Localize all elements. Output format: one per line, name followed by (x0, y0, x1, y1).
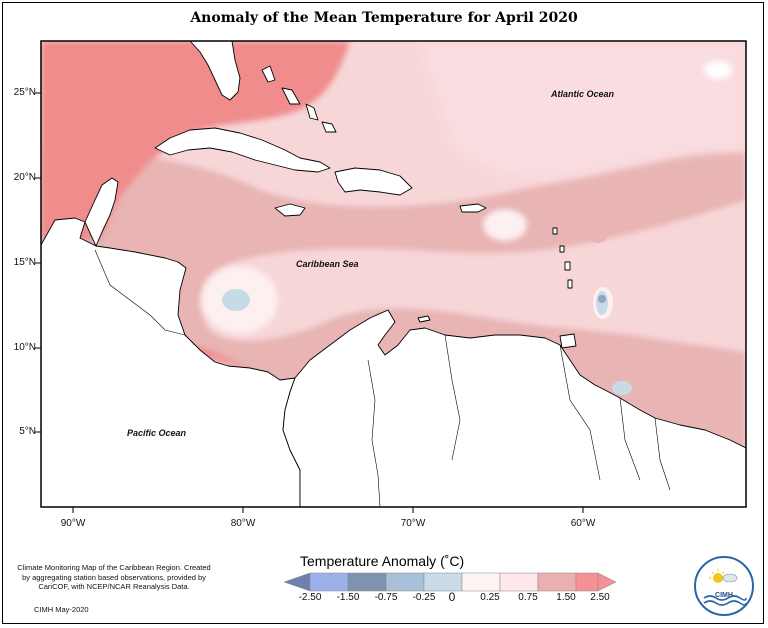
lon-label-80w: 80°W (230, 518, 256, 529)
anomaly-warm-patch-lesser (588, 223, 608, 243)
map-title: Anomaly of the Mean Temperature for Apri… (190, 10, 578, 26)
map-border (40, 40, 747, 508)
legend-tick-4: -0.25 (412, 592, 436, 603)
land-hispaniola (334, 167, 413, 196)
anomaly-neutral-patch-east (483, 209, 527, 241)
legend-tick-9: 2.50 (590, 592, 610, 603)
legend-tick-8: 1.50 (556, 592, 576, 603)
lon-label-60w: 60°W (570, 518, 596, 529)
legend-tick-7: 0.75 (518, 592, 538, 603)
anomaly-neutral-patch-ne (704, 61, 732, 79)
legend-swatch-6 (499, 572, 539, 592)
legend-swatch-4 (423, 572, 463, 592)
legend-tick-3: -0.75 (374, 592, 398, 603)
legend-tick-6: 0.25 (480, 592, 500, 603)
land-masses (41, 41, 746, 507)
land-antilles-3 (564, 261, 571, 271)
legend-title: Temperature Anomaly (˚C) (300, 553, 465, 569)
credits-text: Climate Monitoring Map of the Caribbean … (17, 563, 211, 591)
lon-label-70w: 70°W (400, 518, 426, 529)
land-bahamas-3 (305, 103, 319, 121)
land-south-america (282, 309, 746, 507)
land-yucatan (84, 177, 119, 247)
legend-colorbar (283, 572, 617, 592)
anomaly-cool-spot-sw (222, 289, 250, 311)
land-florida (189, 41, 241, 101)
land-trinidad (559, 333, 577, 349)
legend-swatch-7 (537, 572, 577, 592)
legend-tick-2: -1.50 (336, 592, 360, 603)
legend-arrow-left (283, 572, 311, 592)
anomaly-warm-pacific-coast (190, 345, 280, 385)
lon-label-90w: 90°W (60, 518, 86, 529)
cimh-logo-icon: CIMH (694, 556, 754, 616)
land-puerto-rico (459, 203, 487, 213)
country-borders (94, 249, 671, 507)
anomaly-mild-atlantic (420, 41, 746, 179)
legend-swatch-8 (575, 572, 599, 592)
legend-tick-1: -2.50 (298, 592, 322, 603)
axis-ticks (35, 92, 584, 513)
land-cuba (154, 127, 331, 173)
lat-label-5n: 5°N (19, 426, 36, 437)
label-atlantic-ocean: Atlantic Ocean (551, 89, 615, 99)
lat-label-20n: 20°N (13, 172, 36, 183)
lat-label-15n: 15°N (13, 257, 36, 268)
lat-label-25n: 25°N (13, 87, 36, 98)
land-jamaica (274, 203, 306, 217)
lat-label-10n: 10°N (13, 342, 36, 353)
legend-swatch-3 (385, 572, 425, 592)
label-caribbean-sea: Caribbean Sea (296, 259, 359, 269)
land-antilles-2 (559, 245, 565, 253)
label-pacific-ocean: Pacific Ocean (127, 428, 187, 438)
logo-text: CIMH (715, 592, 733, 599)
land-bahamas-1 (261, 65, 276, 83)
land-bahamas-2 (281, 87, 301, 105)
land-antilles-1 (552, 227, 558, 235)
land-antilles-4 (567, 279, 573, 289)
legend-tick-5: 0 (448, 590, 456, 604)
land-abc-islands (417, 315, 431, 323)
land-bahamas-4 (321, 121, 337, 133)
legend-swatch-1 (309, 572, 349, 592)
anomaly-cold-barbados (598, 295, 606, 303)
cimh-logo-graphic (703, 569, 747, 606)
anomaly-strong-warm-north (41, 41, 350, 240)
legend-swatch-5 (461, 572, 501, 592)
legend-swatch-2 (347, 572, 387, 592)
legend-arrow-right (597, 572, 617, 592)
credits-date: CIMH May-2020 (34, 605, 89, 614)
anomaly-warm-french-guiana (650, 395, 670, 415)
anomaly-cool-guyana (612, 381, 632, 395)
